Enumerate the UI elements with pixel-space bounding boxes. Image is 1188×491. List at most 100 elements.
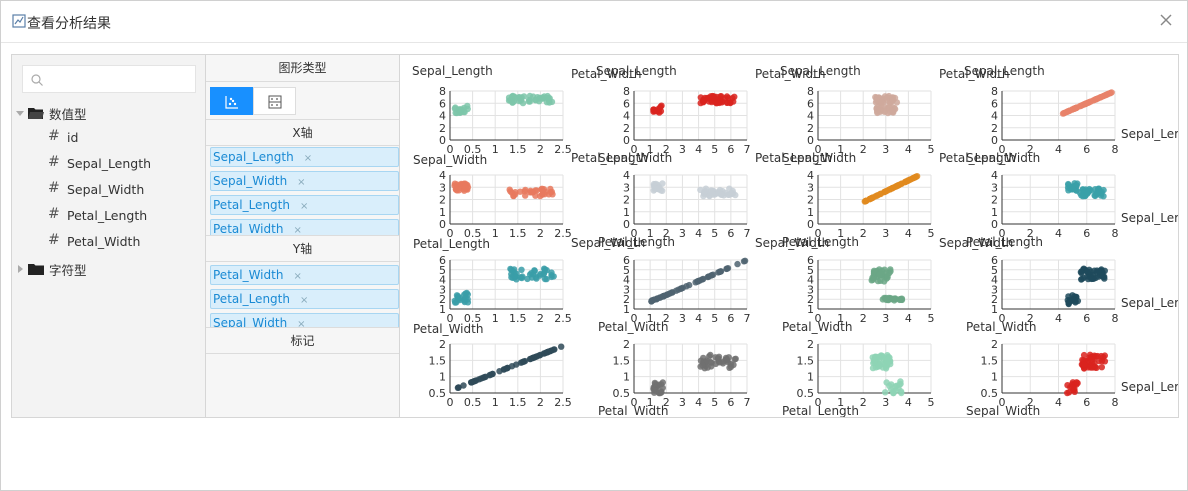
y-tick-label: 4 <box>439 169 446 182</box>
scatter-point <box>886 357 893 364</box>
x-field-tag[interactable]: Sepal_Width × <box>210 171 399 191</box>
caret-down-icon <box>16 111 24 116</box>
tag-remove-icon[interactable]: × <box>299 201 309 212</box>
scatter-point <box>888 185 896 192</box>
y-field-tag[interactable]: Sepal_Width × <box>210 313 399 327</box>
y-tick-label: 0 <box>807 218 814 231</box>
x-tick-label: 2 <box>537 396 544 409</box>
column-title: Sepal_Length <box>596 64 677 78</box>
x-axis-label: Petal_Length <box>413 237 490 251</box>
scatter-point <box>460 382 467 389</box>
x-tick-label: 6 <box>1083 396 1090 409</box>
x-tick-label: 1 <box>647 227 654 240</box>
x-tick-label: 1 <box>647 312 654 325</box>
x-field-tag[interactable]: Petal_Length × <box>210 195 399 215</box>
x-tick-label: 2 <box>860 312 867 325</box>
tag-remove-icon[interactable]: × <box>297 177 306 188</box>
x-tick-label: 0 <box>631 143 638 156</box>
y-tick-label: 5 <box>807 264 814 277</box>
x-tick-label: 0 <box>447 143 454 156</box>
x-tick-label: 2 <box>1027 312 1034 325</box>
x-tick-label: 0.5 <box>464 396 482 409</box>
y-tick-label: 0 <box>807 134 814 147</box>
side-axis-label: Petal_Length <box>571 151 648 165</box>
scatter-point <box>723 265 731 272</box>
matrix-type-button[interactable] <box>253 87 296 115</box>
chart-result-icon <box>12 14 26 28</box>
x-tick-label: 2 <box>537 312 544 325</box>
tag-remove-icon[interactable]: × <box>293 225 302 235</box>
y-tick-label: 2 <box>991 293 998 306</box>
scatter-point <box>876 353 883 360</box>
scatter-point <box>527 187 534 194</box>
scatter-chart-icon <box>225 96 238 109</box>
x-axis-label: Sepal_Width <box>966 151 1040 165</box>
scatter-point <box>1078 192 1085 199</box>
scatter-matrix-svg: Sepal_Length Sepal_Length Sepal_Length Sepa… <box>412 64 1178 417</box>
x-tick-label: 0.5 <box>464 227 482 240</box>
scatter-point <box>468 379 475 386</box>
scatter-point <box>532 97 539 104</box>
scatter-point <box>1098 188 1105 196</box>
scatter-point <box>695 277 702 285</box>
scatter-point <box>1080 274 1087 282</box>
scatter-point <box>701 188 708 195</box>
tag-remove-icon[interactable]: × <box>303 153 313 164</box>
tag-remove-icon[interactable]: × <box>299 295 309 306</box>
tag-remove-icon[interactable]: × <box>297 319 306 327</box>
scatter-point <box>734 260 741 268</box>
scatter-type-button[interactable] <box>210 87 253 115</box>
x-field-tag-label: Petal_Width <box>213 222 284 235</box>
scatter-point <box>528 274 536 281</box>
scatter-point <box>892 387 899 394</box>
tree-group-numeric[interactable]: 数值型 <box>12 103 206 123</box>
y-tick-label: 2 <box>623 338 630 351</box>
x-tick-label: 0.5 <box>464 312 482 325</box>
y-tick-label: 6 <box>807 97 814 110</box>
x-field-tag[interactable]: Petal_Width × <box>210 219 399 235</box>
y-tick-label: 1.5 <box>613 354 631 367</box>
tree-group-string[interactable]: 字符型 <box>12 259 206 279</box>
scatter-point <box>717 268 725 275</box>
scatter-point <box>884 272 891 279</box>
scatter-point <box>489 370 496 378</box>
scatter-point <box>1101 275 1108 282</box>
tree-item-label: id <box>67 130 79 145</box>
y-tick-label: 6 <box>807 254 814 267</box>
y-tick-label: 2 <box>807 338 814 351</box>
scatter-point <box>897 388 905 395</box>
scatter-point <box>1108 89 1115 96</box>
tag-remove-icon[interactable]: × <box>293 271 302 282</box>
x-tick-label: 5 <box>928 143 935 156</box>
y-tick-label: 0 <box>623 218 630 231</box>
y-field-tag[interactable]: Petal_Length × <box>210 289 399 309</box>
x-axis-label: Petal_Width <box>966 320 1036 334</box>
x-tick-label: 7 <box>744 227 751 240</box>
x-tick-label: 6 <box>1083 227 1090 240</box>
scatter-point <box>896 181 903 189</box>
scatter-point <box>699 362 706 369</box>
scatter-point <box>716 359 723 366</box>
x-axis-header: X轴 <box>206 119 399 146</box>
close-icon[interactable] <box>1158 12 1174 28</box>
tree-item-label: Petal_Width <box>67 234 141 249</box>
field-search-input[interactable] <box>22 65 196 93</box>
scatter-point <box>893 382 900 389</box>
x-tick-label: 0 <box>815 143 822 156</box>
x-tick-label: 6 <box>727 227 734 240</box>
x-tick-label: 3 <box>882 312 889 325</box>
y-field-tag[interactable]: Petal_Width × <box>210 265 399 285</box>
scatter-point <box>673 287 680 294</box>
scatter-point <box>650 386 658 393</box>
partial-column-label: Sepal_Ler <box>1121 211 1178 225</box>
side-axis-label: Sepal_Width <box>939 236 1013 250</box>
x-field-tag[interactable]: Sepal_Length × <box>210 147 399 167</box>
x-tick-label: 2 <box>1027 396 1034 409</box>
y-tick-label: 2 <box>623 122 630 135</box>
tree-item-label: Sepal_Width <box>67 182 145 197</box>
y-tick-label: 4 <box>991 169 998 182</box>
y-tick-label: 4 <box>623 110 630 123</box>
y-field-tag-label: Sepal_Width <box>213 316 288 327</box>
search-icon <box>31 74 43 86</box>
x-tick-label: 2.5 <box>554 227 572 240</box>
